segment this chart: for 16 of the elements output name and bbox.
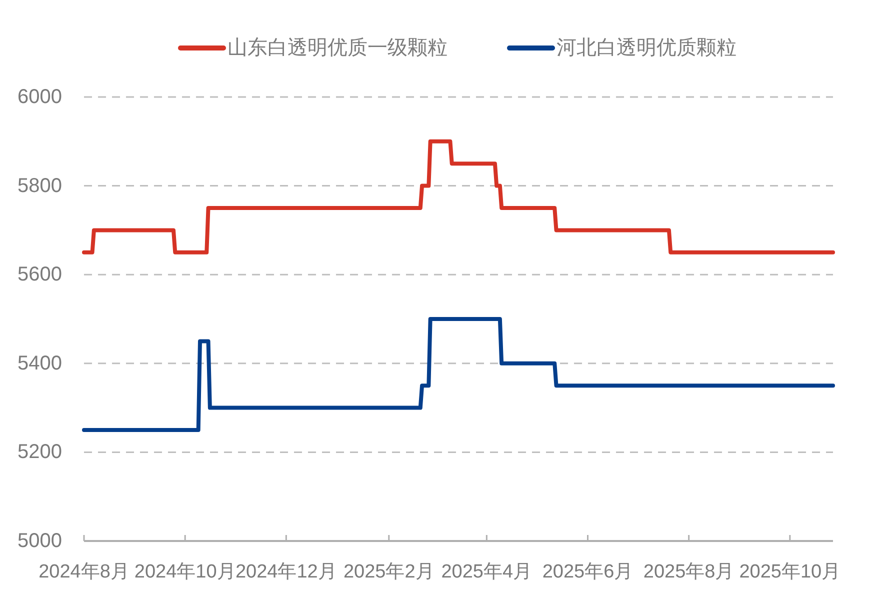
y-tick-label: 6000 [18,86,62,108]
x-tick-label: 2024年12月 [235,562,337,582]
x-tick-label: 2025年10月 [739,562,841,582]
x-tick-label: 2024年10月 [134,562,236,582]
legend-label: 山东白透明优质一级颗粒 [228,37,448,59]
x-tick-label: 2024年8月 [38,562,130,582]
x-tick-label: 2025年2月 [343,562,434,582]
x-tick-label: 2025年4月 [441,562,532,582]
x-tick-label: 2025年6月 [542,562,634,582]
y-tick-label: 5200 [18,441,62,464]
y-tick-label: 5400 [18,352,62,374]
y-tick-label: 5000 [18,530,62,552]
legend-label: 河北白透明优质颗粒 [556,37,736,59]
x-tick-label: 2025年8月 [643,562,734,582]
y-tick-label: 5800 [18,174,62,197]
y-tick-label: 5600 [18,264,62,286]
